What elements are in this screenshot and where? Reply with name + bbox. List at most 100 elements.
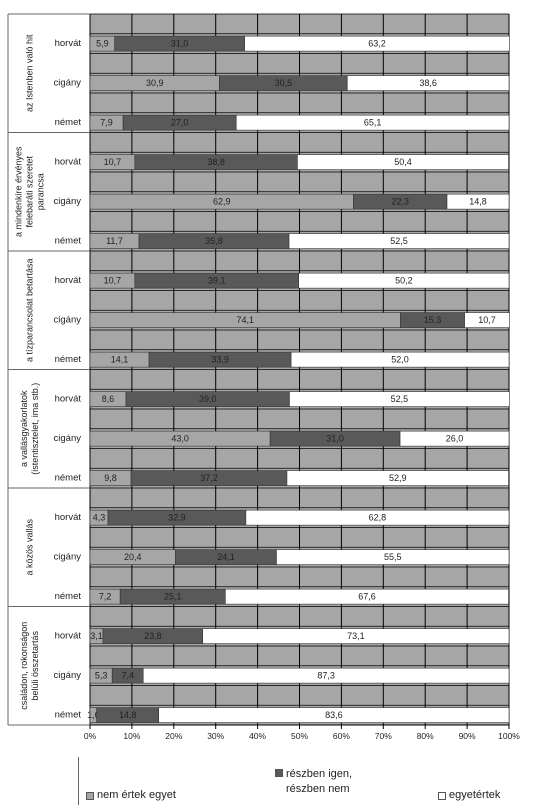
bar-value-label: 15,3	[424, 315, 442, 325]
bar-value-label: 8,6	[102, 394, 115, 404]
bar-value-label: 14,8	[119, 710, 137, 720]
bar-value-label: 52,9	[389, 473, 407, 483]
x-tick-label: 50%	[291, 731, 308, 741]
bar-segment	[298, 272, 510, 289]
bar-value-label: 50,4	[394, 157, 412, 167]
bar-value-label: 39,1	[208, 276, 226, 286]
bar-value-label: 43,0	[171, 434, 189, 444]
bar-value-label: 62,8	[369, 513, 387, 523]
row-category-label: német	[55, 473, 82, 484]
row-category-label: német	[55, 236, 82, 247]
row-category-label: horvát	[55, 38, 82, 49]
bar-value-label: 55,5	[384, 552, 402, 562]
group-label: az Istenben való hit	[24, 34, 34, 112]
row-category-label: cigány	[54, 78, 82, 89]
row-category-label: cigány	[54, 433, 82, 444]
row-category-label: cigány	[54, 315, 82, 326]
legend-label-partly-line1: részben igen,	[286, 768, 353, 780]
x-tick-label: 40%	[249, 731, 266, 741]
bar-value-label: 14,1	[111, 355, 129, 365]
bar-value-label: 38,8	[207, 157, 225, 167]
bar-value-label: 7,2	[99, 592, 112, 602]
bar-value-label: 33,9	[211, 355, 229, 365]
group-label: a közös vallás	[24, 518, 34, 575]
bar-segment	[289, 391, 510, 407]
bar-segment	[276, 549, 510, 565]
legend-swatch-agree	[438, 792, 446, 800]
bar-value-label: 52,5	[390, 236, 408, 246]
bar-value-label: 37,2	[200, 473, 218, 483]
bar-value-label: 87,3	[317, 671, 335, 681]
group-label: családon, rokonságon	[19, 622, 29, 710]
legend: nem értek egyet részben igen, részben ne…	[0, 755, 534, 810]
chart: az Istenben való hit horvát 5,9 31,0 63,2 cig…	[7, 13, 520, 741]
bar-value-label: 39,0	[199, 394, 217, 404]
row-category-label: cigány	[54, 196, 82, 207]
legend-divider	[78, 757, 79, 805]
bar-segment	[297, 154, 509, 170]
bar-segment	[235, 114, 510, 131]
group-label: parancsa	[35, 173, 45, 210]
legend-label-partly-line2: részben nem	[286, 783, 350, 795]
bar-segment	[288, 233, 510, 249]
bar-value-label: 73,1	[347, 631, 365, 641]
bar-value-label: 10,7	[104, 157, 122, 167]
row-category-label: cigány	[54, 552, 82, 563]
bar-value-label: 74,1	[236, 315, 254, 325]
bar-value-label: 83,6	[325, 710, 343, 720]
x-tick-label: 30%	[207, 731, 224, 741]
row-category-label: német	[55, 710, 82, 721]
bar-segment	[142, 667, 510, 684]
bar-segment	[202, 628, 510, 644]
x-tick-label: 10%	[123, 731, 140, 741]
x-tick-label: 60%	[333, 731, 350, 741]
group-label: felebaráti szeretet	[24, 155, 34, 227]
legend-swatch-partly	[275, 769, 283, 777]
bar-value-label: 24,1	[217, 552, 235, 562]
bar-segment	[225, 588, 509, 605]
row-category-label: horvát	[55, 275, 82, 286]
bar-segment	[245, 509, 510, 526]
bar-value-label: 31,0	[326, 434, 344, 444]
x-tick-label: 70%	[375, 731, 392, 741]
legend-label-agree: egyetértek	[449, 789, 501, 801]
bar-segment	[399, 430, 510, 447]
bar-segment	[346, 75, 510, 91]
bar-value-label: 4,3	[93, 513, 106, 523]
row-category-label: cigány	[54, 670, 82, 681]
group-label: (istentisztelet, ima stb.)	[30, 383, 40, 475]
bar-value-label: 26,0	[446, 434, 464, 444]
bar-value-label: 5,9	[96, 39, 109, 49]
row-category-label: német	[55, 591, 82, 602]
bar-value-label: 23,8	[144, 631, 162, 641]
x-tick-label: 100%	[498, 731, 520, 741]
bar-segment	[244, 35, 510, 52]
bar-value-label: 38,6	[419, 78, 437, 88]
bar-value-label: 7,4	[121, 671, 134, 681]
row-category-label: horvát	[55, 157, 82, 168]
bar-value-label: 14,8	[469, 197, 487, 207]
bar-value-label: 30,5	[275, 78, 293, 88]
bar-value-label: 32,9	[168, 513, 186, 523]
bar-value-label: 1,6	[87, 710, 100, 720]
row-category-label: horvát	[55, 631, 82, 642]
bar-value-label: 65,1	[364, 118, 382, 128]
x-tick-label: 80%	[417, 731, 434, 741]
bar-segment	[286, 470, 509, 486]
bar-segment	[446, 193, 510, 210]
bar-value-label: 22,3	[392, 197, 410, 207]
bar-value-label: 3,1	[90, 631, 103, 641]
row-category-label: német	[55, 117, 82, 128]
x-tick-label: 20%	[165, 731, 182, 741]
group-label: a mindenkire érvényes	[13, 146, 23, 237]
bar-value-label: 9,8	[104, 473, 117, 483]
group-label: a vallásgyakorlatok	[19, 390, 29, 467]
group-label: belüli összetartás	[30, 630, 40, 700]
bar-value-label: 10,7	[104, 276, 122, 286]
bar-value-label: 5,3	[95, 671, 108, 681]
group-label: a tízparancsolat betartása	[24, 258, 34, 362]
legend-swatch-disagree	[86, 792, 94, 800]
row-category-label: horvát	[55, 512, 82, 523]
bar-segment	[464, 312, 510, 328]
bar-value-label: 11,7	[106, 236, 123, 246]
